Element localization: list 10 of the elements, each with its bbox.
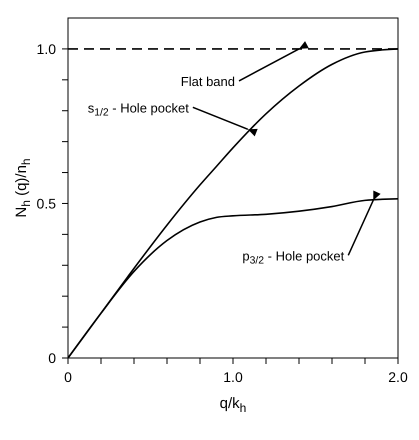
annotation: Flat band	[180, 74, 235, 89]
annotation: s$_{1/2}$ - Hole pocket	[88, 100, 190, 118]
x-tick-label: 1.0	[223, 369, 243, 385]
y-tick-label: 0	[48, 350, 56, 366]
x-axis-title: q/k$_{h}$	[220, 395, 246, 415]
y-tick-label: 1.0	[36, 40, 56, 57]
y-tick-label: 0.5	[36, 195, 56, 212]
x-tick-label: 0	[64, 369, 72, 385]
x-tick-label: 2.0	[388, 369, 408, 385]
annotation: p$_{3/2}$ - Hole pocket	[242, 248, 345, 266]
